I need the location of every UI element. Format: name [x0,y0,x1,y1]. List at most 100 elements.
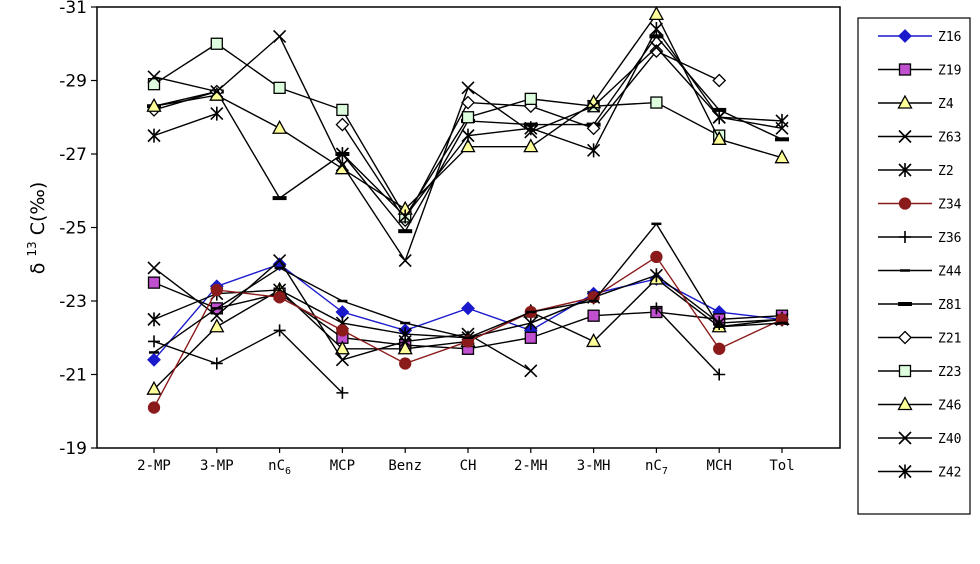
data-point [273,291,286,304]
x-tick-label: CH [460,458,477,474]
y-tick-label: -25 [59,219,87,239]
y-tick-label: -21 [59,366,87,386]
data-point [524,92,537,106]
legend-marker [898,163,912,177]
data-point [648,5,664,21]
legend-label: Z2 [938,164,954,179]
series-line [153,42,720,218]
legend-marker [898,29,912,43]
data-point [335,353,349,367]
legend-label: Z81 [938,298,961,313]
plot-area [96,6,841,449]
x-tick-main: 3-MH [577,458,611,474]
data-point [398,254,412,268]
data-point [398,209,412,224]
legend-label: Z34 [938,198,962,213]
data-point [461,301,475,316]
data-point [147,70,161,84]
data-point [399,357,412,370]
x-tick-label: nC7 [645,458,668,477]
data-point [148,335,160,348]
data-point [586,94,602,109]
data-point [273,29,287,43]
data-point [587,99,601,113]
data-point [210,37,223,50]
data-point [147,401,161,414]
data-point [335,117,350,132]
x-axis: 2-MP 3-MP nC6 MCP Benz CH 2-MH 3-MH nC7 MCH Tol [137,448,795,477]
y-axis: -31 -29 -27 -25 -23 -21 -19 [59,0,97,459]
legend-item-z4: Z4 [878,94,954,112]
y-tick-label: -19 [59,439,87,459]
y-label-delta: δ [27,263,49,275]
x-tick-label: Benz [388,458,422,474]
legend-item-z40: Z40 [878,431,961,447]
data-point [650,250,663,264]
data-point [650,302,663,315]
x-tick-label: 2-MH [514,458,548,474]
legend-item-z16: Z16 [878,29,961,45]
data-point [335,147,349,161]
x-tick-main: Benz [388,458,422,474]
y-tick-label: -29 [59,72,87,92]
legend-marker [897,94,913,109]
series-z42 [147,22,789,224]
legend-marker [898,129,912,144]
data-point [336,103,349,117]
y-axis-label: δ 13 C(‰) [19,182,49,275]
data-point [587,309,600,322]
data-point [273,81,286,94]
data-point [210,84,224,99]
x-tick-main: 3-MP [200,458,234,474]
data-point [209,318,225,333]
legend-label: Z63 [938,131,961,146]
data-point [147,128,161,143]
legend-item-z46: Z46 [878,396,961,414]
x-tick-main: 2-MP [137,458,171,474]
data-point [524,316,538,331]
data-point [649,22,663,37]
data-point [460,138,476,153]
legend-marker [897,396,913,411]
legend-marker [898,63,912,76]
legend-item-z63: Z63 [878,129,961,146]
x-tick-label: 3-MH [577,458,611,474]
data-point [587,143,601,158]
legend-label: Z44 [938,265,962,280]
data-point [336,386,349,399]
legend: Z16 Z19 Z4 Z63 Z2 Z34 Z36 Z44 Z81 Z21 Z23 Z46 Z40 Z42 [878,29,962,481]
data-point [774,149,790,164]
x-tick-label: 2-MP [137,458,171,474]
legend-item-z44: Z44 [878,265,962,280]
data-point [334,340,350,355]
x-tick-main: MCP [330,458,355,474]
x-tick-label: nC6 [268,458,291,477]
x-tick-sub: 6 [285,466,291,477]
legend-marker [899,231,911,243]
data-point [649,44,664,59]
data-point [335,158,349,172]
data-point [210,106,224,121]
legend-item-z81: Z81 [878,298,961,313]
series-layer [146,5,790,414]
series-z40 [147,29,789,268]
data-point [146,97,162,112]
legend-marker [898,431,912,445]
legend-marker [898,464,912,479]
x-tick-main: Tol [769,458,794,474]
data-point [147,276,161,289]
legend-item-z34: Z34 [878,197,962,213]
legend-label: Z40 [938,432,961,447]
x-tick-label: Tol [769,458,794,474]
data-point [336,324,349,337]
legend-label: Z19 [938,64,961,79]
data-point [461,111,475,124]
x-tick-main: MCH [707,458,732,474]
x-tick-main: nC [268,458,285,474]
data-point [649,268,663,283]
legend-item-z21: Z21 [878,330,961,347]
y-tick-label: -23 [59,292,87,312]
data-point [586,121,601,136]
legend-item-z36: Z36 [878,231,961,246]
